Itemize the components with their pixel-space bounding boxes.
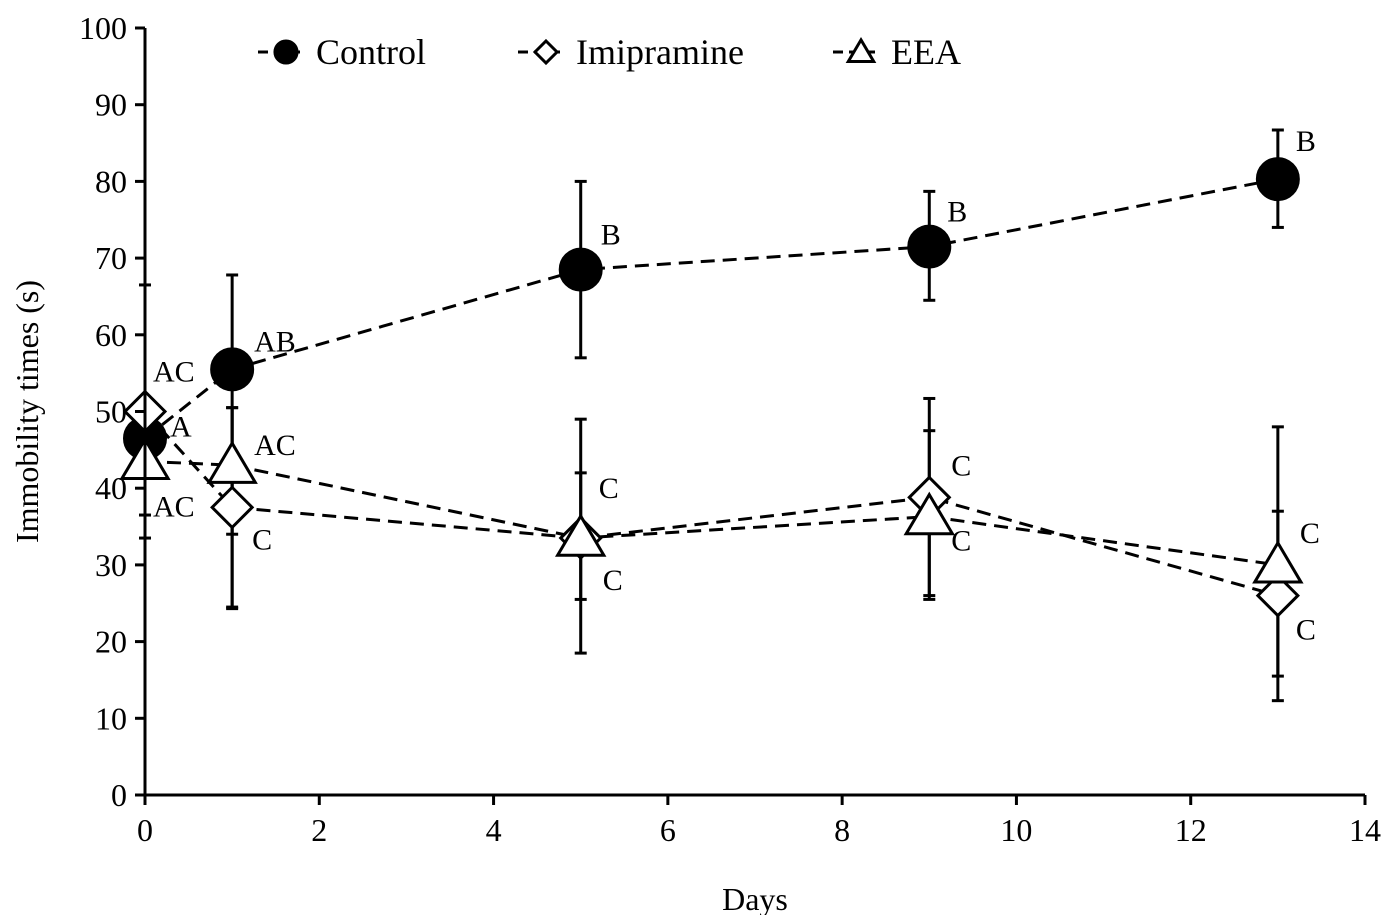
x-tick-label: 14 — [1349, 812, 1381, 848]
eea-point-label: C — [951, 525, 971, 558]
x-tick-label: 10 — [1000, 812, 1032, 848]
eea-point — [554, 513, 607, 557]
control-point — [1255, 157, 1300, 202]
imipramine-point — [1255, 573, 1300, 618]
control-point — [907, 224, 952, 269]
control-point-label: B — [1296, 125, 1316, 158]
control-point-label: B — [947, 196, 967, 229]
eea-point — [903, 491, 956, 536]
series-lines — [143, 177, 1279, 598]
eea-line — [144, 459, 1279, 567]
y-tick-label: 20 — [95, 624, 127, 660]
eea-point — [206, 440, 258, 484]
y-tick-label: 90 — [95, 87, 127, 123]
legend-eea-label: EEA — [891, 32, 961, 72]
y-tick-label: 100 — [79, 10, 127, 46]
eea-point-label: AC — [153, 490, 195, 523]
control-point-label: A — [170, 410, 192, 443]
imipramine-point-label: C — [951, 449, 971, 482]
legend-imipramine-marker — [532, 38, 560, 66]
legend-imipramine-label: Imipramine — [576, 32, 744, 72]
control-point — [210, 347, 255, 392]
legend: Control Imipramine EEA — [258, 32, 961, 72]
x-tick-label: 12 — [1175, 812, 1207, 848]
error-bars — [139, 128, 1284, 703]
y-axis-title: Immobility times (s) — [9, 280, 45, 543]
y-tick-label: 10 — [95, 700, 127, 736]
control-point-label: B — [601, 219, 621, 252]
x-tick-label: 0 — [137, 812, 153, 848]
imipramine-point-label: C — [599, 472, 619, 505]
imipramine-point-label: C — [252, 523, 272, 556]
control-point — [558, 247, 603, 292]
imipramine-line — [143, 410, 1279, 598]
x-axis-title: Days — [722, 881, 788, 915]
eea-point — [1252, 539, 1304, 584]
y-tick-label: 30 — [95, 547, 127, 583]
imipramine-point-label: C — [1296, 614, 1316, 647]
eea-point-label: C — [603, 564, 623, 597]
y-tick-label: 80 — [95, 163, 127, 199]
x-tick-label: 6 — [660, 812, 676, 848]
y-tick-label: 50 — [95, 394, 127, 430]
control-line — [144, 177, 1279, 440]
legend-control-marker — [273, 39, 299, 65]
axes: 0 10 20 30 40 50 60 70 80 90 100 0 2 4 6 8 10 12 14 — [79, 10, 1381, 848]
y-tick-label: 0 — [111, 777, 127, 813]
control-point-label: AB — [254, 325, 296, 358]
series-markers — [119, 157, 1304, 618]
y-tick-label: 60 — [95, 317, 127, 353]
imipramine-point — [210, 485, 255, 530]
legend-control-label: Control — [316, 32, 426, 72]
eea-point-label: C — [1300, 517, 1320, 550]
eea-point-label: AC — [254, 429, 296, 462]
y-tick-label: 70 — [95, 240, 127, 276]
y-tick-label: 40 — [95, 470, 127, 506]
x-tick-label: 2 — [311, 812, 327, 848]
x-tick-label: 8 — [834, 812, 850, 848]
x-tick-label: 4 — [486, 812, 502, 848]
point-annotations: A AB B B B AC C C C C AC AC C C C — [153, 125, 1320, 646]
legend-eea-marker — [845, 36, 877, 63]
imipramine-point-label: AC — [153, 356, 195, 389]
